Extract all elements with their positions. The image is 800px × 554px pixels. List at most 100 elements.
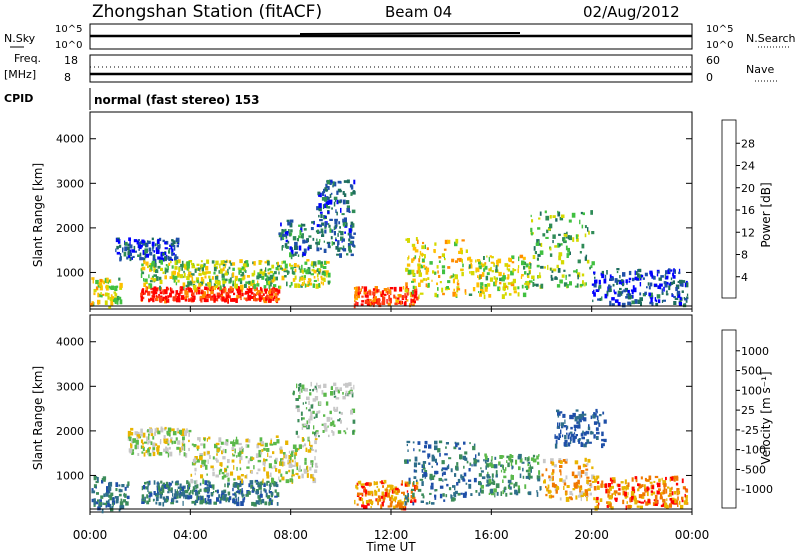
velocity-cell bbox=[464, 457, 468, 461]
power-cell bbox=[458, 250, 461, 254]
velocity-cell bbox=[145, 449, 148, 454]
power-cell bbox=[188, 298, 190, 302]
velocity-cell bbox=[221, 450, 224, 455]
power-cell bbox=[185, 295, 187, 299]
velocity-cell bbox=[153, 491, 156, 496]
power-cell bbox=[238, 268, 242, 274]
power-cell bbox=[278, 232, 281, 235]
power-cell bbox=[511, 281, 514, 285]
power-cell bbox=[356, 287, 358, 292]
velocity-cell bbox=[414, 456, 418, 462]
power-cell bbox=[461, 258, 463, 264]
power-cell bbox=[330, 236, 333, 240]
power-cell bbox=[326, 261, 330, 264]
power-cell bbox=[272, 273, 275, 277]
power-cell bbox=[353, 179, 356, 185]
velocity-cell bbox=[674, 498, 677, 504]
power-cell bbox=[152, 264, 156, 268]
velocity-cell bbox=[575, 495, 578, 500]
velocity-cell bbox=[285, 479, 290, 484]
velocity-cell bbox=[186, 480, 189, 485]
power-cell bbox=[358, 291, 362, 295]
velocity-cell bbox=[421, 481, 424, 486]
velocity-cell bbox=[595, 408, 598, 413]
power-cell bbox=[257, 289, 261, 293]
power-cell bbox=[113, 291, 117, 294]
velocity-cell bbox=[593, 497, 596, 501]
velocity-cell bbox=[620, 481, 624, 484]
power-cell bbox=[169, 292, 172, 298]
power-cell bbox=[153, 254, 156, 259]
velocity-cell bbox=[260, 451, 263, 455]
velocity-cell bbox=[565, 475, 568, 480]
power-cell bbox=[506, 285, 509, 290]
power-ylabel: Slant Range [km] bbox=[31, 163, 45, 267]
power-cell bbox=[290, 229, 293, 233]
velocity-cell bbox=[630, 491, 635, 496]
velocity-cell bbox=[607, 483, 611, 488]
power-cell bbox=[656, 273, 659, 277]
power-cell bbox=[303, 248, 307, 254]
power-cell bbox=[286, 219, 290, 222]
power-cell bbox=[165, 298, 170, 303]
velocity-cell bbox=[508, 483, 511, 488]
velocity-cell bbox=[207, 498, 210, 502]
velocity-cell bbox=[235, 439, 239, 445]
velocity-cell bbox=[207, 480, 210, 483]
velocity-cell bbox=[310, 460, 314, 463]
velocity-cell bbox=[331, 420, 335, 426]
velocity-cell bbox=[207, 451, 210, 454]
power-cell bbox=[284, 234, 288, 237]
power-cell bbox=[480, 288, 484, 292]
power-cell bbox=[343, 217, 347, 222]
power-cell bbox=[269, 270, 274, 274]
power-cell bbox=[142, 240, 146, 246]
velocity-cell bbox=[278, 469, 281, 474]
velocity-cell bbox=[355, 484, 358, 489]
velocity-cell bbox=[502, 479, 504, 483]
power-cell bbox=[575, 234, 578, 239]
velocity-cell bbox=[117, 499, 119, 504]
velocity-colorbar-tick-label: 25 bbox=[741, 404, 755, 417]
power-cell bbox=[409, 303, 412, 308]
power-cell bbox=[234, 283, 236, 288]
velocity-cell bbox=[549, 476, 552, 479]
velocity-cell bbox=[159, 491, 163, 496]
velocity-cell bbox=[626, 485, 629, 490]
power-cell bbox=[174, 256, 177, 261]
power-cell bbox=[591, 283, 595, 286]
power-cell bbox=[342, 247, 345, 251]
velocity-cell bbox=[269, 491, 272, 494]
velocity-cell bbox=[225, 469, 228, 472]
power-cell bbox=[268, 284, 271, 289]
power-cell bbox=[335, 239, 337, 242]
velocity-cell bbox=[415, 481, 419, 485]
velocity-cell bbox=[445, 442, 449, 445]
velocity-cell bbox=[518, 454, 522, 457]
power-cell bbox=[550, 274, 553, 278]
power-cell bbox=[213, 264, 216, 267]
velocity-cell bbox=[633, 488, 636, 494]
velocity-cell bbox=[530, 469, 532, 473]
velocity-cell bbox=[580, 496, 582, 502]
velocity-cell bbox=[294, 460, 296, 466]
velocity-cell bbox=[578, 494, 581, 498]
power-cell bbox=[183, 272, 186, 278]
velocity-cell bbox=[553, 464, 557, 468]
power-cell bbox=[152, 241, 154, 245]
power-cell bbox=[614, 299, 619, 303]
power-cell bbox=[325, 270, 329, 275]
power-cell bbox=[127, 243, 131, 247]
velocity-cell bbox=[577, 465, 581, 470]
velocity-cell bbox=[570, 426, 573, 430]
velocity-cell bbox=[348, 382, 352, 387]
velocity-cell bbox=[206, 437, 208, 442]
power-cell bbox=[517, 268, 519, 274]
power-cell bbox=[119, 299, 123, 305]
power-cell bbox=[253, 261, 256, 266]
power-cell bbox=[93, 288, 97, 293]
velocity-cell bbox=[271, 501, 273, 506]
velocity-cell bbox=[202, 498, 205, 504]
velocity-cell bbox=[260, 490, 262, 494]
power-cell bbox=[584, 256, 587, 261]
